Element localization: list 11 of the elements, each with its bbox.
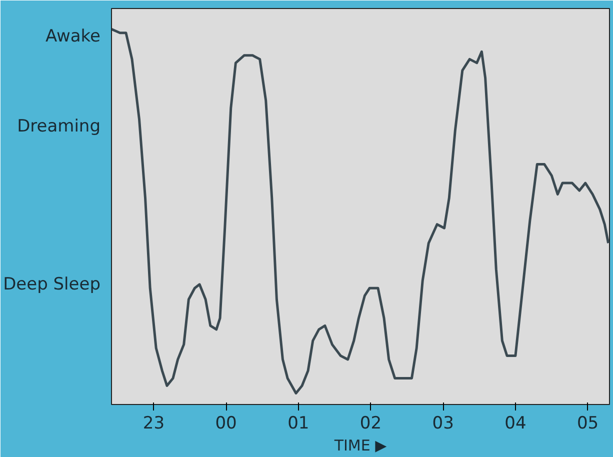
text: Awake — [46, 26, 101, 47]
x-tick-label: 02 — [360, 414, 382, 434]
x-axis-title: TIME ▶ — [333, 436, 388, 454]
text: Dreaming — [17, 116, 101, 137]
x-tick-label: 00 — [215, 414, 237, 434]
x-tick-label: 05 — [576, 414, 599, 434]
x-tick-label: 04 — [504, 414, 526, 434]
x-tick-label: 23 — [142, 414, 165, 434]
text: Deep Sleep — [3, 274, 101, 294]
x-tick-label: 01 — [288, 414, 310, 434]
x-tick-label: 03 — [432, 414, 454, 434]
